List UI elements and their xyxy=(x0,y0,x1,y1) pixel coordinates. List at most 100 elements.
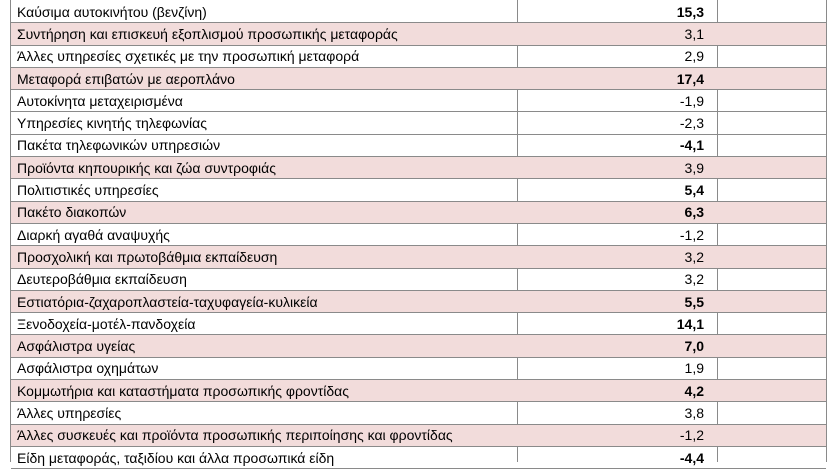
contribution-value: -0,03 xyxy=(716,425,826,445)
table-row: Άλλες υπηρεσίες 3,8 0,01 xyxy=(11,401,826,425)
annual-change-cell: -4,4 xyxy=(516,446,716,469)
category-label: Άλλες υπηρεσίες xyxy=(11,401,516,425)
category-label: Προσχολική και πρωτοβάθμια εκπαίδευση xyxy=(11,245,516,269)
annual-change-value: 17,4 xyxy=(676,70,704,87)
contribution-value: 0,02 xyxy=(716,202,826,222)
annual-change-value: 2,9 xyxy=(684,48,704,65)
annual-change-value: 3,8 xyxy=(684,404,704,421)
category-label: Άλλες συσκευές και προϊόντα προσωπικής π… xyxy=(11,424,516,447)
category-label: Είδη μεταφοράς, ταξιδίου και άλλα προσωπ… xyxy=(11,446,516,469)
contribution-cell: -0,05 xyxy=(716,111,826,135)
contribution-cell: 0,64 xyxy=(716,290,826,314)
contribution-value: 0,09 xyxy=(716,314,826,334)
annual-change-cell: 5,4 xyxy=(516,178,716,202)
annual-change-value: 3,1 xyxy=(684,25,704,42)
contribution-cell: -0,07 xyxy=(716,134,826,158)
contribution-value: 0,64 xyxy=(716,292,826,312)
table-row: Άλλες υπηρεσίες σχετικές με την προσωπικ… xyxy=(11,45,826,68)
contribution-value: 0,06 xyxy=(716,269,826,289)
table-row: Πολιτιστικές υπηρεσίες 5,4 0,02 xyxy=(11,178,826,202)
table-row: Άλλες συσκευές και προϊόντα προσωπικής π… xyxy=(11,424,826,447)
annual-change-cell: 15,3 xyxy=(516,1,716,24)
annual-change-value: 6,3 xyxy=(684,204,704,221)
annual-change-value: 1,9 xyxy=(684,360,704,377)
annual-change-cell: -4,1 xyxy=(516,134,716,158)
contribution-cell: -0,01 xyxy=(716,223,826,247)
contribution-value: 0,03 xyxy=(716,247,826,267)
annual-change-value: 15,3 xyxy=(676,3,704,20)
category-label: Καύσιμα αυτοκινήτου (βενζίνη) xyxy=(11,1,516,24)
annual-change-value: 14,1 xyxy=(676,315,704,332)
annual-change-value: -1,2 xyxy=(679,226,704,243)
category-label: Προϊόντα κηπουρικής και ζώα συντροφιάς xyxy=(11,156,516,180)
category-label: Μεταφορά επιβατών με αεροπλάνο xyxy=(11,67,516,91)
contribution-value: 0,01 xyxy=(716,403,826,423)
contribution-value: -0,02 xyxy=(716,91,826,111)
table-row: Ασφάλιστρα υγείας 7,0 0,04 xyxy=(11,334,826,358)
contribution-value: -0,07 xyxy=(716,135,826,155)
table-row: Δευτεροβάθμια εκπαίδευση 3,2 0,06 xyxy=(11,268,826,291)
contribution-cell: 0,04 xyxy=(716,334,826,358)
annual-change-value: 3,2 xyxy=(684,271,704,288)
contribution-cell: 0,02 xyxy=(716,178,826,202)
category-label: Εστιατόρια-ζαχαροπλαστεία-ταχυφαγεία-κυλ… xyxy=(11,290,516,314)
annual-change-cell: 6,3 xyxy=(516,201,716,224)
contribution-cell: 0,02 xyxy=(716,22,826,46)
contribution-cell: -0,02 xyxy=(716,89,826,113)
table-row: Καύσιμα αυτοκινήτου (βενζίνη) 15,3 0,73 xyxy=(11,1,826,24)
annual-change-value: 3,9 xyxy=(684,159,704,176)
annual-change-cell: 17,4 xyxy=(516,67,716,91)
contribution-value: 0,73 xyxy=(716,2,826,22)
annual-change-cell: -1,9 xyxy=(516,89,716,113)
table-row: Αυτοκίνητα μεταχειρισμένα -1,9 -0,02 xyxy=(11,89,826,113)
annual-change-cell: 5,5 xyxy=(516,290,716,314)
contribution-cell: 0,02 xyxy=(716,201,826,224)
table-row: Διαρκή αγαθά αναψυχής -1,2 -0,01 xyxy=(11,223,826,247)
table-row: Συντήρηση και επισκευή εξοπλισμού προσωπ… xyxy=(11,22,826,46)
contribution-cell: -0,02 xyxy=(716,446,826,469)
contribution-cell: 0,04 xyxy=(716,45,826,68)
annual-change-cell: 3,2 xyxy=(516,245,716,269)
contribution-value: -0,02 xyxy=(716,448,826,468)
contribution-value: 0,02 xyxy=(716,158,826,178)
category-label: Ασφάλιστρα οχημάτων xyxy=(11,357,516,381)
category-label: Διαρκή αγαθά αναψυχής xyxy=(11,223,516,247)
annual-change-value: 3,2 xyxy=(684,248,704,265)
category-label: Άλλες υπηρεσίες σχετικές με την προσωπικ… xyxy=(11,45,516,68)
contribution-value: -0,05 xyxy=(716,113,826,133)
contribution-value: 0,02 xyxy=(716,24,826,44)
contribution-value: 0,04 xyxy=(716,336,826,356)
contribution-cell: 0,05 xyxy=(716,379,826,403)
category-label: Πολιτιστικές υπηρεσίες xyxy=(11,178,516,202)
category-label: Πακέτο διακοπών xyxy=(11,201,516,224)
contribution-cell: 0,02 xyxy=(716,357,826,381)
table-row: Είδη μεταφοράς, ταξιδίου και άλλα προσωπ… xyxy=(11,446,826,469)
contribution-cell: 0,18 xyxy=(716,67,826,91)
table-row: Εστιατόρια-ζαχαροπλαστεία-ταχυφαγεία-κυλ… xyxy=(11,290,826,314)
contribution-value: 0,02 xyxy=(716,358,826,378)
category-label: Δευτεροβάθμια εκπαίδευση xyxy=(11,268,516,291)
contribution-cell: 0,09 xyxy=(716,312,826,336)
table-row: Πακέτο διακοπών 6,3 0,02 xyxy=(11,201,826,224)
table-row: Ξενοδοχεία-μοτέλ-πανδοχεία 14,1 0,09 xyxy=(11,312,826,336)
contribution-value: -0,01 xyxy=(716,225,826,245)
annual-change-value: -2,3 xyxy=(679,115,704,132)
contribution-cell: 0,03 xyxy=(716,245,826,269)
table-right-border xyxy=(826,0,827,462)
annual-change-value: 5,5 xyxy=(684,293,704,310)
contribution-value: 0,05 xyxy=(716,381,826,401)
annual-change-cell: -1,2 xyxy=(516,223,716,247)
table-row: Κομμωτήρια και καταστήματα προσωπικής φρ… xyxy=(11,379,826,403)
table-row: Υπηρεσίες κινητής τηλεφωνίας -2,3 -0,05 xyxy=(11,111,826,135)
table-row: Προσχολική και πρωτοβάθμια εκπαίδευση 3,2… xyxy=(11,245,826,269)
category-label: Πακέτα τηλεφωνικών υπηρεσιών xyxy=(11,134,516,158)
annual-change-value: -4,4 xyxy=(679,449,704,466)
table-row: Προϊόντα κηπουρικής και ζώα συντροφιάς 3,… xyxy=(11,156,826,180)
annual-change-cell: 2,9 xyxy=(516,45,716,68)
table-row: Πακέτα τηλεφωνικών υπηρεσιών -4,1 -0,07 xyxy=(11,134,826,158)
annual-change-value: 4,2 xyxy=(684,382,704,399)
annual-change-cell: 4,2 xyxy=(516,379,716,403)
annual-change-value: 7,0 xyxy=(684,338,704,355)
category-label: Συντήρηση και επισκευή εξοπλισμού προσωπ… xyxy=(11,22,516,46)
annual-change-cell: 3,2 xyxy=(516,268,716,291)
